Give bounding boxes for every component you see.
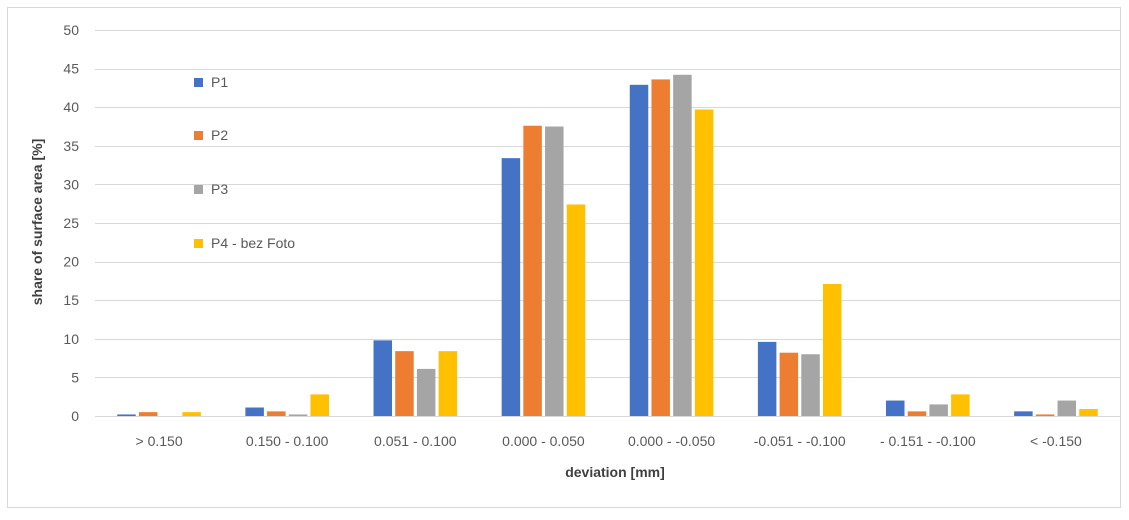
bar-p2: [138, 412, 158, 416]
bar-p3: [545, 126, 564, 416]
chart-frame: [7, 7, 1121, 508]
bar-p2: [395, 351, 414, 416]
bar-p1: [757, 341, 777, 416]
y-tick-label: 15: [63, 292, 79, 308]
legend-label-p3: P3: [211, 181, 228, 197]
y-axis-title: share of surface area [%]: [29, 139, 45, 306]
y-tick-label: 5: [71, 369, 79, 385]
bar-p3: [801, 354, 820, 416]
y-tick-label: 45: [63, 61, 79, 77]
legend-swatch-p2: [194, 131, 203, 140]
x-tick-label: - 0.151 - -0.100: [880, 433, 976, 449]
bar-p1: [117, 414, 136, 416]
y-axis-ticks: 0 5 10 15 20 25 30 35 40 45 50: [63, 22, 79, 424]
legend-swatch-p1: [194, 78, 203, 87]
legend-swatch-p3: [194, 185, 203, 194]
y-tick-label: 40: [63, 99, 79, 115]
y-tick-label: 50: [63, 22, 79, 38]
bar-p4-bez-foto: [694, 109, 714, 417]
bar-p2: [651, 79, 670, 417]
legend-label-p2: P2: [211, 127, 228, 143]
legend: P1 P2 P3 P4 - bez Foto: [194, 74, 295, 251]
y-tick-label: 10: [63, 331, 79, 347]
gridlines: [95, 30, 1120, 417]
bar-p4-bez-foto: [1079, 409, 1098, 416]
x-tick-label: 0.000 - 0.050: [502, 433, 585, 449]
bar-p1: [501, 158, 521, 417]
x-tick-label: 0.150 - 0.100: [246, 433, 329, 449]
legend-label-p4-bez-foto: P4 - bez Foto: [211, 235, 295, 251]
bar-p4-bez-foto: [951, 394, 970, 416]
legend-swatch-p4-bez-foto: [194, 239, 203, 248]
bar-p2: [907, 411, 927, 416]
bar-p1: [245, 407, 264, 416]
y-tick-label: 0: [71, 408, 79, 424]
bar-p3: [929, 404, 948, 416]
bar-p3: [1057, 400, 1077, 416]
y-tick-label: 35: [63, 138, 79, 154]
bar-p4-bez-foto: [822, 283, 842, 416]
bar-p4-bez-foto: [566, 204, 586, 416]
bar-p2: [523, 125, 542, 416]
bar-p1: [886, 400, 905, 416]
x-tick-label: < -0.150: [1030, 433, 1082, 449]
bar-p3: [288, 414, 308, 416]
legend-label-p1: P1: [211, 74, 228, 90]
x-axis-ticks: > 0.150 0.150 - 0.100 0.051 - 0.100 0.000 -…: [136, 433, 1083, 449]
bar-p3: [673, 74, 692, 416]
bars: [117, 74, 1098, 417]
bar-p4-bez-foto: [182, 412, 201, 416]
x-axis-title: deviation [mm]: [565, 464, 665, 480]
bar-p3: [416, 368, 436, 416]
bar-p2: [1035, 414, 1055, 416]
bar-p2: [779, 352, 799, 416]
x-tick-label: -0.051 - -0.100: [754, 433, 846, 449]
bar-p4-bez-foto: [438, 351, 458, 416]
bar-p2: [267, 411, 286, 416]
bar-p1: [629, 84, 649, 416]
x-tick-label: > 0.150: [136, 433, 183, 449]
bar-p4-bez-foto: [310, 394, 329, 416]
bar-p1: [1014, 411, 1033, 416]
y-tick-label: 20: [63, 254, 79, 270]
x-tick-label: 0.000 - -0.050: [628, 433, 715, 449]
x-tick-label: 0.051 - 0.100: [374, 433, 457, 449]
bar-p1: [373, 340, 393, 416]
y-tick-label: 30: [63, 176, 79, 192]
y-tick-label: 25: [63, 215, 79, 231]
